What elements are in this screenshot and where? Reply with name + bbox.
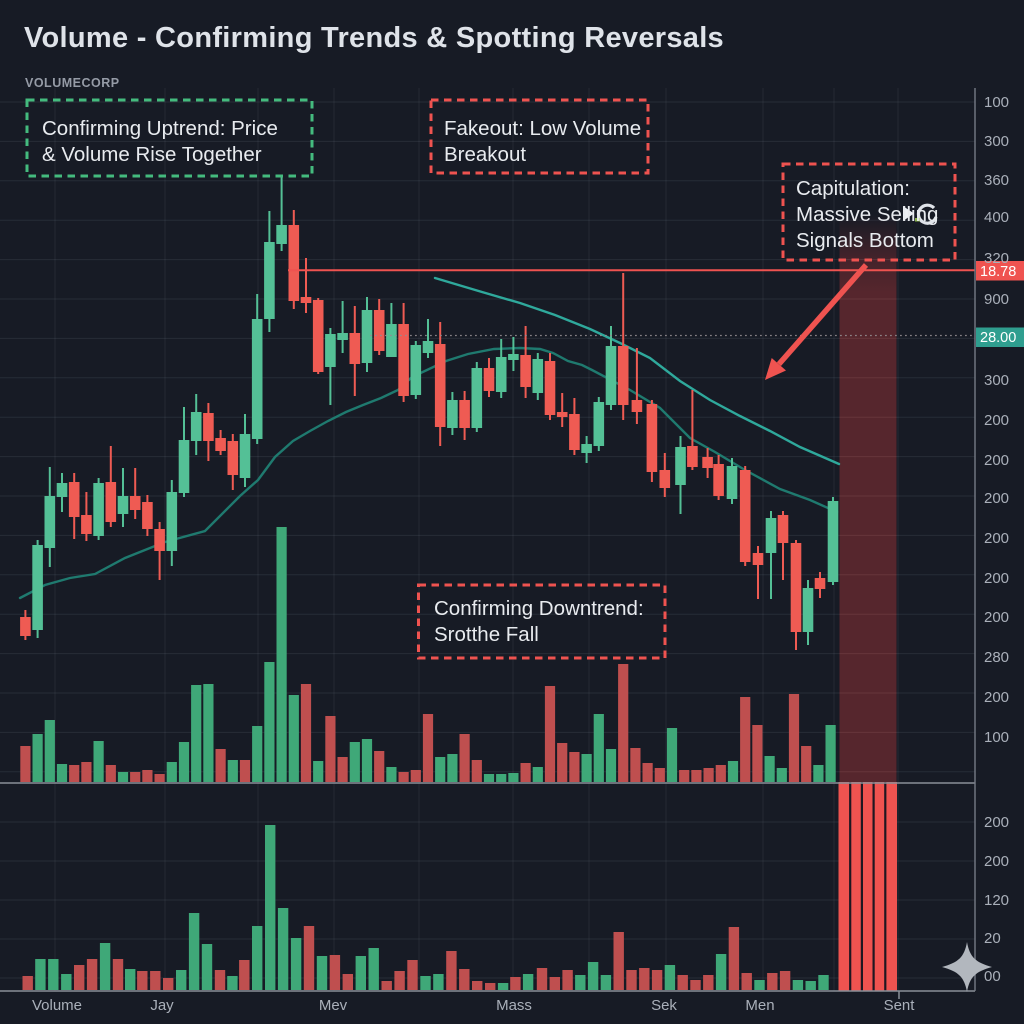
svg-text:Capitulation:: Capitulation: [796,177,910,200]
svg-text:28.00: 28.00 [980,330,1016,346]
svg-text:900: 900 [984,291,1009,308]
svg-text:Sek: Sek [651,997,677,1014]
svg-text:Srotthe Fall: Srotthe Fall [434,623,539,646]
svg-text:Volume - Confirming Trends & S: Volume - Confirming Trends & Spotting Re… [24,22,724,54]
svg-text:Men: Men [745,997,774,1014]
svg-text:120: 120 [984,892,1009,909]
svg-text:200: 200 [984,814,1009,831]
svg-text:18.78: 18.78 [980,264,1016,280]
svg-text:200: 200 [984,609,1009,626]
svg-text:& Volume Rise Together: & Volume Rise Together [42,143,262,166]
svg-text:200: 200 [984,412,1009,429]
svg-text:Confirming Uptrend: Price: Confirming Uptrend: Price [42,117,278,140]
svg-text:Mass: Mass [496,997,532,1014]
svg-text:Fakeout: Low Volume: Fakeout: Low Volume [444,117,641,140]
svg-text:200: 200 [984,853,1009,870]
svg-text:00: 00 [984,968,1001,985]
svg-text:Jay: Jay [150,997,174,1014]
svg-text:Signals Bottom: Signals Bottom [796,229,934,252]
svg-text:200: 200 [984,689,1009,706]
svg-text:200: 200 [984,530,1009,547]
svg-text:320: 320 [984,250,1009,267]
svg-text:Volume: Volume [32,997,82,1014]
svg-text:100: 100 [984,729,1009,746]
svg-text:360: 360 [984,172,1009,189]
svg-text:200: 200 [984,452,1009,469]
svg-text:200: 200 [984,570,1009,587]
svg-text:300: 300 [984,133,1009,150]
svg-text:20: 20 [984,930,1001,947]
svg-text:Mev: Mev [319,997,348,1014]
svg-text:300: 300 [984,372,1009,389]
svg-text:400: 400 [984,209,1009,226]
svg-text:Breakout: Breakout [444,143,526,166]
svg-text:Massive Selling: Massive Selling [796,203,938,226]
svg-text:VOLUMECORP: VOLUMECORP [25,76,120,90]
svg-text:100: 100 [984,94,1009,111]
svg-text:Sent: Sent [884,997,916,1014]
svg-text:Confirming Downtrend:: Confirming Downtrend: [434,597,644,620]
svg-text:280: 280 [984,649,1009,666]
svg-text:200: 200 [984,490,1009,507]
